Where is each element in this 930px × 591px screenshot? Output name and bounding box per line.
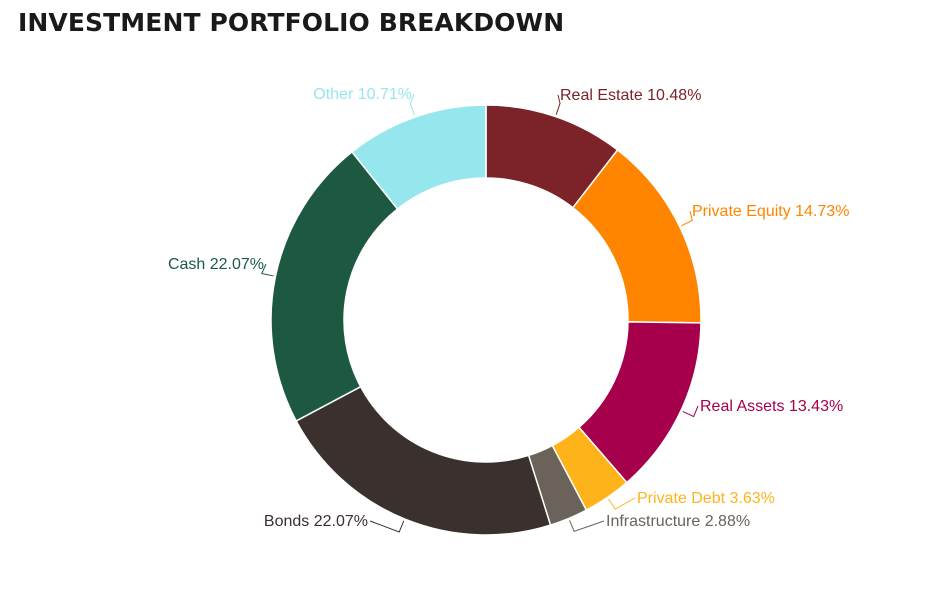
leader-bonds	[369, 520, 405, 533]
label-private-equity: Private Equity 14.73%	[692, 203, 849, 220]
leader-private-equity	[681, 210, 693, 227]
label-infrastructure: Infrastructure 2.88%	[606, 513, 750, 530]
slice-bonds[interactable]	[295, 385, 552, 536]
donut-slices	[270, 104, 702, 536]
label-real-assets: Real Assets 13.43%	[700, 398, 843, 415]
leader-infrastructure	[569, 520, 605, 532]
label-real-estate: Real Estate 10.48%	[560, 87, 701, 104]
leader-real-estate	[555, 94, 561, 115]
label-cash: Cash 22.07%	[168, 256, 264, 273]
label-bonds: Bonds 22.07%	[264, 513, 368, 530]
label-other: Other 10.71%	[313, 86, 412, 103]
slice-other[interactable]	[350, 104, 487, 211]
leader-other	[409, 93, 415, 116]
leader-cash	[261, 263, 274, 277]
leader-real-assets	[682, 405, 699, 418]
label-leaders	[261, 93, 699, 533]
chart-title: INVESTMENT PORTFOLIO BREAKDOWN	[18, 8, 565, 37]
leader-private-debt	[608, 497, 636, 510]
slice-cash[interactable]	[270, 150, 399, 422]
label-private-debt: Private Debt 3.63%	[637, 490, 775, 507]
slice-labels: Real Estate 10.48% Private Equity 14.73% R…	[168, 86, 849, 530]
